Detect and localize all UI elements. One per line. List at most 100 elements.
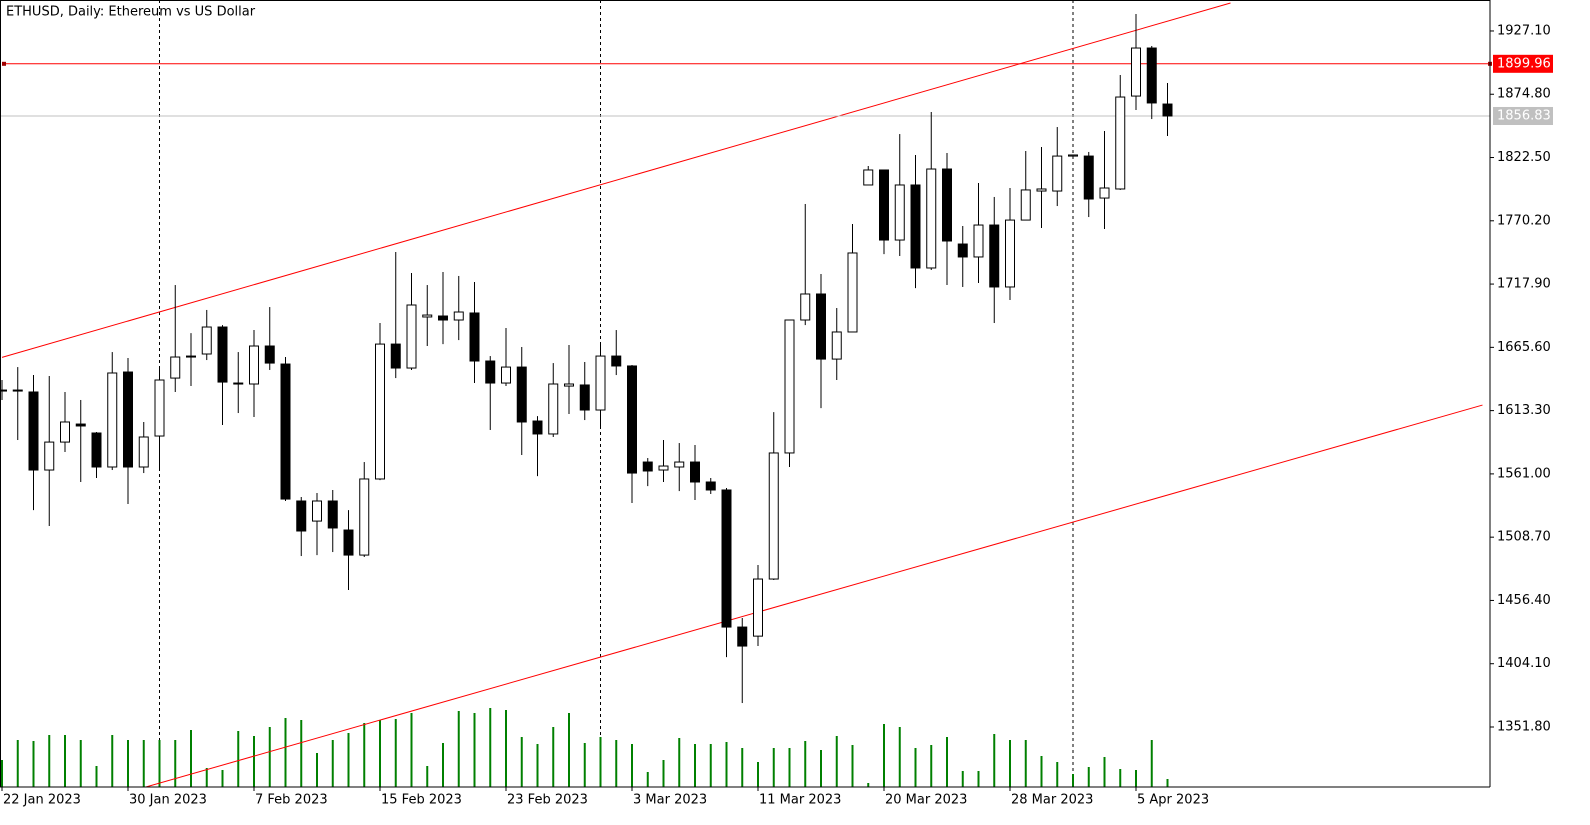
x-tick-label: 28 Mar 2023 <box>1011 793 1093 808</box>
candle-body <box>642 461 653 472</box>
last-price-label: 1856.83 <box>1497 108 1551 123</box>
candle-body <box>768 452 779 580</box>
y-tick-label: 1456.40 <box>1497 593 1551 608</box>
candle-body <box>12 389 23 392</box>
candle-body <box>186 355 196 358</box>
candle-body <box>201 326 212 355</box>
candle-body <box>107 372 118 468</box>
candle-body <box>469 312 480 362</box>
candle-body <box>957 243 968 258</box>
level-handle <box>2 61 6 66</box>
candle-body <box>75 423 86 427</box>
y-tick-label: 1822.50 <box>1497 150 1551 165</box>
x-tick-label: 15 Feb 2023 <box>381 793 462 808</box>
x-tick-label: 3 Mar 2023 <box>633 793 707 808</box>
y-tick-label: 1717.90 <box>1497 277 1551 292</box>
candle-body <box>658 465 669 471</box>
y-tick-label: 1508.70 <box>1497 530 1551 545</box>
plot-area <box>0 0 1490 787</box>
candle-body <box>280 363 291 500</box>
candle-body <box>359 478 370 556</box>
y-tick-label: 1613.30 <box>1497 403 1551 418</box>
candle-body <box>989 224 1000 288</box>
candle-body <box>327 500 338 529</box>
candle-body <box>548 383 559 435</box>
y-tick-label: 1927.10 <box>1497 23 1551 38</box>
candle-body <box>501 366 511 384</box>
candle-body <box>516 366 527 423</box>
candle-body <box>406 304 417 369</box>
candle-body <box>485 360 496 384</box>
candle-body <box>800 293 811 321</box>
x-tick-label: 11 Mar 2023 <box>759 793 841 808</box>
candle-body <box>453 311 464 321</box>
candle-body <box>249 345 259 385</box>
level-tag <box>1493 54 1553 73</box>
candle-body <box>375 343 385 480</box>
x-tick-label: 20 Mar 2023 <box>885 793 967 808</box>
candle-body <box>627 365 637 474</box>
candle-body <box>438 315 448 321</box>
candle-body <box>1068 154 1078 157</box>
candle-body <box>312 500 322 522</box>
y-tick-label: 1561.00 <box>1497 466 1551 481</box>
candle-body <box>1115 96 1126 190</box>
x-tick-label: 5 Apr 2023 <box>1137 793 1209 808</box>
candle-body <box>564 383 574 387</box>
candle-body <box>910 184 921 269</box>
candle-body <box>1036 188 1047 192</box>
candle-body <box>1083 155 1094 200</box>
trend-line <box>144 404 1483 787</box>
candle-body <box>831 331 842 360</box>
candle-body <box>60 421 70 443</box>
y-tick-label: 1874.80 <box>1497 87 1551 102</box>
chart-title: ETHUSD, Daily: Ethereum vs US Dollar <box>6 5 256 20</box>
candle-body <box>737 626 748 647</box>
candle-body <box>343 529 354 556</box>
candle-body <box>170 356 181 379</box>
candle-body <box>690 461 700 483</box>
y-tick-label: 1665.60 <box>1497 340 1551 355</box>
candle-body <box>1020 189 1031 221</box>
candle-body <box>784 319 795 454</box>
candle-body <box>154 379 165 437</box>
candle-body <box>721 489 732 628</box>
candle-body <box>816 293 826 360</box>
candle-body <box>579 384 590 411</box>
candle-body <box>390 343 401 369</box>
x-tick-label: 22 Jan 2023 <box>3 793 81 808</box>
candle-body <box>611 355 622 367</box>
candle-body <box>942 168 952 242</box>
candle-body <box>233 382 244 385</box>
candle-body <box>595 355 606 411</box>
candle-body <box>123 371 133 468</box>
candle-body <box>863 169 874 186</box>
candle-body <box>532 420 543 435</box>
candle-body <box>44 441 55 471</box>
x-tick-label: 23 Feb 2023 <box>507 793 588 808</box>
candle-body <box>1005 219 1015 288</box>
y-tick-label: 1404.10 <box>1497 656 1551 671</box>
candle-body <box>91 432 102 468</box>
candle-body <box>217 326 228 383</box>
candle-body <box>422 314 433 318</box>
candle-body <box>674 461 685 468</box>
trend-line <box>1 2 1231 358</box>
x-tick-label: 30 Jan 2023 <box>129 793 207 808</box>
x-tick-label: 7 Feb 2023 <box>255 793 328 808</box>
candle-body <box>1162 103 1173 117</box>
candle-body <box>28 391 39 471</box>
y-tick-label: 1770.20 <box>1497 213 1551 228</box>
candle-body <box>894 184 905 241</box>
level-tag-label: 1899.96 <box>1497 56 1551 71</box>
candle-body <box>1099 187 1110 199</box>
candle-body <box>1131 47 1141 97</box>
candle-body <box>753 578 763 637</box>
candle-body <box>847 252 858 333</box>
candle-body <box>705 481 716 491</box>
candle-body <box>879 169 889 241</box>
candle-body <box>138 436 149 468</box>
candle-body <box>926 168 937 269</box>
candle-body <box>1146 47 1157 104</box>
